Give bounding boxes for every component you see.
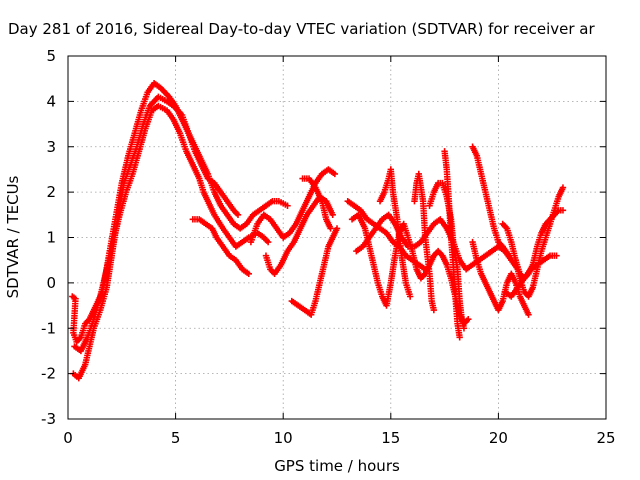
series-7-markers [288,225,341,318]
axis-ticks: 0 5 10 15 20 25 -3 -2 -1 0 1 2 3 4 5 [41,47,616,447]
y-tick-label: -3 [41,410,56,428]
y-tick-label: -2 [41,365,56,383]
series-13 [441,148,463,341]
x-tick-label: 20 [489,429,508,447]
x-tick-label: 5 [171,429,181,447]
series-7 [288,225,341,318]
y-tick-label: 1 [46,229,56,247]
y-tick-label: 0 [46,274,56,292]
x-tick-label: 10 [274,429,293,447]
y-tick-label: 4 [46,92,56,110]
y-tick-label: 2 [46,183,56,201]
x-axis-label: GPS time / hours [274,457,400,475]
series-14-markers [469,143,513,259]
series-18 [501,252,560,300]
data-series [69,80,567,382]
x-tick-label: 25 [596,429,615,447]
series-17 [512,207,567,282]
x-tick-label: 15 [381,429,400,447]
series-6-markers [299,175,334,232]
y-tick-label: 3 [46,138,56,156]
y-axis-label: SDTVAR / TECUs [4,175,22,298]
series-19-markers [344,198,429,273]
x-tick-label: 0 [63,429,73,447]
series-5 [262,193,336,277]
series-19 [344,198,429,273]
series-18-markers [501,252,560,300]
series-3-markers [189,216,252,277]
series-3 [189,216,252,277]
series-6 [299,175,334,232]
series-5-markers [262,193,336,277]
series-2 [71,102,272,355]
series-11-markers [411,170,438,314]
series-13-markers [441,148,463,341]
series-14 [469,143,513,259]
series-15-markers [469,238,532,318]
series-11 [411,170,438,314]
chart-title: Day 281 of 2016, Sidereal Day-to-day VTE… [8,20,595,38]
series-17-markers [512,207,567,282]
series-2-markers [71,102,272,355]
y-tick-label: -1 [41,319,56,337]
series-15 [469,238,532,318]
y-tick-label: 5 [46,47,56,65]
